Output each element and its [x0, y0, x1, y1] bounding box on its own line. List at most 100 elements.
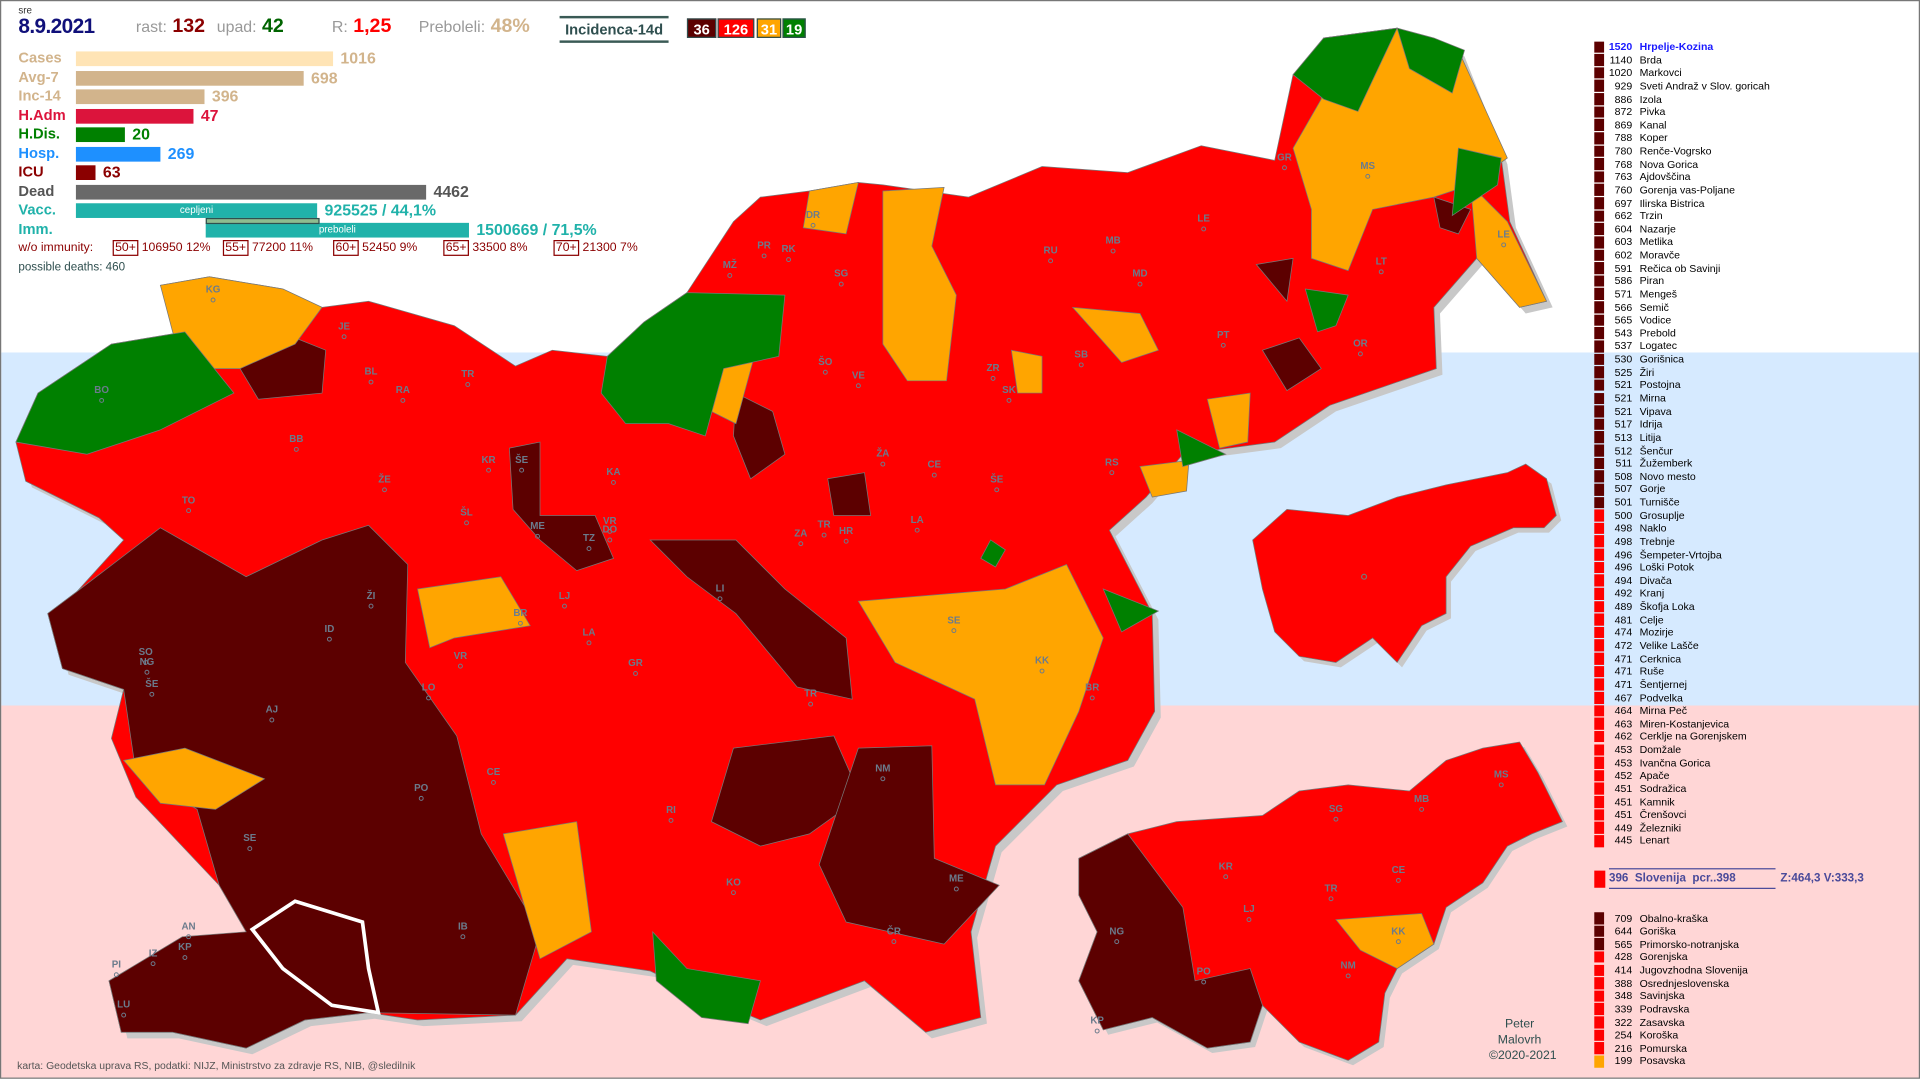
list-item[interactable]: 763 Ajdovščina	[1594, 171, 1900, 184]
list-item[interactable]: 1140 Brda	[1594, 53, 1900, 66]
list-item[interactable]: 445 Lenart	[1594, 834, 1900, 847]
list-item[interactable]: 565 Vodice	[1594, 314, 1900, 327]
municipality-area[interactable]	[15, 331, 235, 455]
list-item[interactable]: 571 Mengeš	[1594, 288, 1900, 301]
national-summary[interactable]: 396 Slovenija pcr..398	[1608, 868, 1776, 889]
list-item[interactable]: 462 Cerklje na Gorenjskem	[1594, 730, 1900, 743]
list-item[interactable]: 662 Trzin	[1594, 210, 1900, 223]
region-map-medium[interactable]	[1335, 913, 1435, 969]
list-item[interactable]: 428 Gorenjska	[1594, 951, 1900, 964]
list-item[interactable]: 591 Rečica ob Savinji	[1594, 262, 1900, 275]
list-item[interactable]: 500 Grosuplje	[1594, 509, 1900, 522]
municipality-area[interactable]	[122, 747, 266, 810]
municipality-area[interactable]	[1261, 337, 1322, 392]
list-item[interactable]: 452 Apače	[1594, 769, 1900, 782]
list-item[interactable]: 489 Škofja Loka	[1594, 600, 1900, 613]
municipality-area[interactable]	[600, 292, 786, 437]
list-item[interactable]: 537 Logatec	[1594, 340, 1900, 353]
municipality-area[interactable]	[857, 564, 1104, 786]
municipality-area[interactable]	[710, 735, 862, 847]
municipality-area[interactable]	[1206, 392, 1251, 449]
list-item[interactable]: 565 Primorsko-notranjska	[1594, 938, 1900, 951]
list-item[interactable]: 586 Piran	[1594, 275, 1900, 288]
municipality-area[interactable]	[1010, 349, 1043, 394]
municipality-area[interactable]	[827, 472, 872, 516]
list-item[interactable]: 471 Šentjernej	[1594, 678, 1900, 691]
list-item[interactable]: 451 Kamnik	[1594, 795, 1900, 808]
list-item[interactable]: 501 Turnišče	[1594, 496, 1900, 509]
list-item[interactable]: 254 Koroška	[1594, 1029, 1900, 1042]
municipality-area[interactable]	[649, 539, 853, 700]
municipality-area[interactable]	[1396, 27, 1465, 94]
list-item[interactable]: 929 Sveti Andraž v Slov. goricah	[1594, 79, 1900, 92]
list-item[interactable]: 513 Litija	[1594, 431, 1900, 444]
list-item[interactable]: 603 Metlika	[1594, 236, 1900, 249]
list-item[interactable]: 508 Novo mesto	[1594, 470, 1900, 483]
list-item[interactable]: 339 Podravska	[1594, 1003, 1900, 1016]
municipality-area[interactable]	[652, 930, 761, 1025]
list-item[interactable]: 216 Pomurska	[1594, 1042, 1900, 1055]
municipality-area[interactable]	[733, 392, 786, 480]
municipality-area[interactable]	[802, 181, 859, 235]
list-item[interactable]: 464 Mirna Peč	[1594, 704, 1900, 717]
municipality-area[interactable]	[1139, 459, 1190, 498]
list-item[interactable]: 780 Renče-Vogrsko	[1594, 145, 1900, 158]
list-item[interactable]: 492 Kranj	[1594, 587, 1900, 600]
list-item[interactable]: 697 Ilirska Bistrica	[1594, 197, 1900, 210]
list-item[interactable]: 471 Ruše	[1594, 665, 1900, 678]
list-item[interactable]: 869 Kanal	[1594, 118, 1900, 131]
municipality-area[interactable]	[1292, 27, 1398, 112]
list-item[interactable]: 521 Postojna	[1594, 379, 1900, 392]
list-item[interactable]: 474 Mozirje	[1594, 626, 1900, 639]
list-item[interactable]: 644 Goriška	[1594, 925, 1900, 938]
list-item[interactable]: 498 Trebnje	[1594, 535, 1900, 548]
list-item[interactable]: 453 Ivančna Gorica	[1594, 756, 1900, 769]
list-item[interactable]: 530 Gorišnica	[1594, 353, 1900, 366]
list-item[interactable]: 507 Gorje	[1594, 483, 1900, 496]
list-item[interactable]: 517 Idrija	[1594, 418, 1900, 431]
list-item[interactable]: 199 Posavska	[1594, 1055, 1900, 1068]
municipality-area[interactable]	[417, 576, 531, 649]
list-item[interactable]: 768 Nova Gorica	[1594, 158, 1900, 171]
list-item[interactable]: 388 Osrednjeslovenska	[1594, 977, 1900, 990]
municipality-area[interactable]	[1176, 429, 1227, 467]
list-item[interactable]: 496 Loški Potok	[1594, 561, 1900, 574]
list-item[interactable]: 1520 Hrpelje-Kozina	[1594, 40, 1900, 53]
map-mode-button[interactable]: Incidenca-14d	[559, 15, 669, 43]
municipality-area[interactable]	[502, 821, 592, 960]
list-item[interactable]: 521 Vipava	[1594, 405, 1900, 418]
list-item[interactable]: 788 Koper	[1594, 132, 1900, 145]
list-item[interactable]: 566 Semič	[1594, 301, 1900, 314]
list-item[interactable]: 322 Zasavska	[1594, 1016, 1900, 1029]
municipality-area[interactable]	[1255, 257, 1294, 303]
list-item[interactable]: 543 Prebold	[1594, 327, 1900, 340]
list-item[interactable]: 414 Jugovzhodna Slovenija	[1594, 964, 1900, 977]
list-item[interactable]: 498 Naklo	[1594, 522, 1900, 535]
list-item[interactable]: 602 Moravče	[1594, 249, 1900, 262]
list-item[interactable]: 451 Sodražica	[1594, 782, 1900, 795]
municipality-area[interactable]	[882, 186, 957, 382]
municipality-area[interactable]	[1071, 306, 1159, 363]
list-item[interactable]: 604 Nazarje	[1594, 223, 1900, 236]
slovenia-statistical-region-map[interactable]	[1252, 463, 1557, 664]
list-item[interactable]: 886 Izola	[1594, 92, 1900, 105]
list-item[interactable]: 463 Miren-Kostanjevica	[1594, 717, 1900, 730]
list-item[interactable]: 511 Žužemberk	[1594, 457, 1900, 470]
list-item[interactable]: 472 Velike Lašče	[1594, 639, 1900, 652]
list-item[interactable]: 471 Cerknica	[1594, 652, 1900, 665]
municipality-area[interactable]	[818, 745, 1000, 945]
list-item[interactable]: 494 Divača	[1594, 574, 1900, 587]
list-item[interactable]: 467 Podvelka	[1594, 691, 1900, 704]
municipality-area[interactable]	[1451, 147, 1502, 217]
list-item[interactable]: 521 Mirna	[1594, 392, 1900, 405]
municipality-area[interactable]	[980, 539, 1006, 568]
list-item[interactable]: 760 Gorenja vas-Poljane	[1594, 184, 1900, 197]
list-item[interactable]: 481 Celje	[1594, 613, 1900, 626]
municipality-area[interactable]	[509, 441, 614, 572]
list-item[interactable]: 1020 Markovci	[1594, 66, 1900, 79]
list-item[interactable]: 496 Šempeter-Vrtojba	[1594, 548, 1900, 561]
list-item[interactable]: 709 Obalno-kraška	[1594, 912, 1900, 925]
municipality-area[interactable]	[1102, 588, 1160, 633]
region-map-very-high[interactable]	[1078, 833, 1263, 1049]
list-item[interactable]: 525 Žiri	[1594, 366, 1900, 379]
